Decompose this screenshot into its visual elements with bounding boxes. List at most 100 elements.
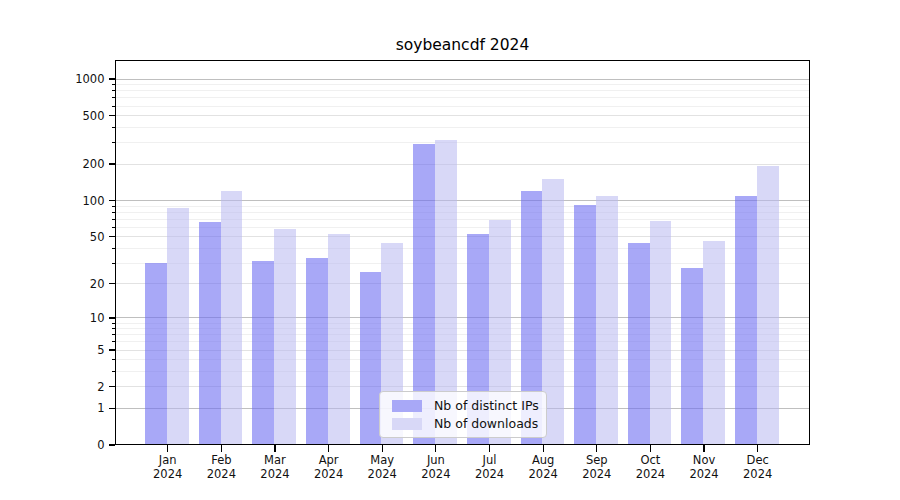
gridline-minor bbox=[115, 90, 810, 91]
gridline-minor bbox=[115, 127, 810, 128]
gridline-minor bbox=[115, 84, 810, 85]
x-tick-label-may: May2024 bbox=[352, 454, 412, 481]
y-tick-mark bbox=[109, 386, 116, 387]
y-tick-label: 200 bbox=[45, 158, 105, 170]
x-tick-year: 2024 bbox=[191, 468, 251, 482]
y-tick-label: 2 bbox=[45, 381, 105, 393]
y-minor-tick-mark bbox=[112, 219, 116, 220]
gridline bbox=[115, 79, 810, 80]
y-tick-label: 100 bbox=[45, 195, 105, 207]
y-tick-label: 20 bbox=[45, 278, 105, 290]
y-minor-tick-mark bbox=[112, 328, 116, 329]
x-tick-mark bbox=[650, 445, 651, 452]
y-minor-tick-mark bbox=[112, 359, 116, 360]
bar-nb-of-distinct-ips-mar bbox=[252, 261, 274, 445]
gridline-minor bbox=[115, 219, 810, 220]
y-minor-tick-mark bbox=[112, 127, 116, 128]
gridline bbox=[115, 115, 810, 116]
gridline-minor bbox=[115, 206, 810, 207]
y-tick-mark bbox=[109, 444, 116, 445]
bar-nb-of-distinct-ips-oct bbox=[628, 243, 650, 445]
x-tick-month: May bbox=[352, 454, 412, 468]
x-tick-mark bbox=[489, 445, 490, 452]
bar-nb-of-downloads-mar bbox=[274, 229, 296, 445]
legend-swatch-downloads bbox=[392, 418, 422, 430]
x-tick-label-mar: Mar2024 bbox=[245, 454, 305, 481]
bar-nb-of-downloads-feb bbox=[221, 191, 243, 445]
x-tick-mark bbox=[543, 445, 544, 452]
x-tick-label-dec: Dec2024 bbox=[728, 454, 788, 481]
bar-nb-of-downloads-sep bbox=[596, 196, 618, 445]
y-minor-tick-mark bbox=[112, 90, 116, 91]
legend-swatch-distinct-ips bbox=[392, 400, 422, 412]
bar-nb-of-downloads-oct bbox=[650, 221, 672, 445]
gridline bbox=[115, 200, 810, 201]
chart-title: soybeancdf 2024 bbox=[115, 36, 810, 54]
y-tick-mark bbox=[109, 283, 116, 284]
x-tick-year: 2024 bbox=[513, 468, 573, 482]
bar-nb-of-downloads-dec bbox=[757, 166, 779, 445]
x-tick-month: Feb bbox=[191, 454, 251, 468]
y-minor-tick-mark bbox=[112, 334, 116, 335]
bar-nb-of-distinct-ips-feb bbox=[199, 222, 221, 445]
y-minor-tick-mark bbox=[112, 341, 116, 342]
x-tick-month: Apr bbox=[299, 454, 359, 468]
figure: soybeancdf 2024 Nb of distinct IPs Nb of… bbox=[0, 0, 900, 500]
x-tick-year: 2024 bbox=[674, 468, 734, 482]
y-tick-mark bbox=[109, 236, 116, 237]
x-tick-mark bbox=[703, 445, 704, 452]
y-tick-label: 500 bbox=[45, 110, 105, 122]
bar-nb-of-distinct-ips-apr bbox=[306, 258, 328, 445]
x-tick-year: 2024 bbox=[620, 468, 680, 482]
x-tick-year: 2024 bbox=[299, 468, 359, 482]
x-tick-month: Oct bbox=[620, 454, 680, 468]
bar-nb-of-downloads-nov bbox=[703, 241, 725, 445]
gridline-minor bbox=[115, 97, 810, 98]
x-tick-month: Mar bbox=[245, 454, 305, 468]
y-tick-label: 0 bbox=[45, 439, 105, 451]
x-tick-label-apr: Apr2024 bbox=[299, 454, 359, 481]
x-tick-month: Nov bbox=[674, 454, 734, 468]
x-tick-mark bbox=[221, 445, 222, 452]
x-tick-label-sep: Sep2024 bbox=[567, 454, 627, 481]
y-tick-mark bbox=[109, 78, 116, 79]
y-minor-tick-mark bbox=[112, 142, 116, 143]
y-tick-mark bbox=[109, 349, 116, 350]
y-tick-label: 1000 bbox=[45, 73, 105, 85]
x-tick-mark bbox=[757, 445, 758, 452]
y-tick-mark bbox=[109, 317, 116, 318]
bar-nb-of-downloads-jan bbox=[167, 208, 189, 445]
x-tick-month: Jun bbox=[406, 454, 466, 468]
x-tick-label-jan: Jan2024 bbox=[138, 454, 198, 481]
y-minor-tick-mark bbox=[112, 206, 116, 207]
y-tick-label: 1 bbox=[45, 402, 105, 414]
x-tick-year: 2024 bbox=[245, 468, 305, 482]
x-tick-label-nov: Nov2024 bbox=[674, 454, 734, 481]
gridline-minor bbox=[115, 142, 810, 143]
x-tick-mark bbox=[167, 445, 168, 452]
x-tick-mark bbox=[596, 445, 597, 452]
y-minor-tick-mark bbox=[112, 263, 116, 264]
gridline bbox=[115, 164, 810, 165]
y-minor-tick-mark bbox=[112, 97, 116, 98]
y-tick-mark bbox=[109, 163, 116, 164]
y-tick-label: 5 bbox=[45, 344, 105, 356]
x-tick-month: Aug bbox=[513, 454, 573, 468]
plot-area: Nb of distinct IPs Nb of downloads bbox=[115, 60, 810, 445]
x-tick-year: 2024 bbox=[352, 468, 412, 482]
x-tick-year: 2024 bbox=[728, 468, 788, 482]
x-tick-mark bbox=[328, 445, 329, 452]
y-tick-label: 10 bbox=[45, 312, 105, 324]
x-tick-month: Jul bbox=[460, 454, 520, 468]
bar-nb-of-distinct-ips-nov bbox=[681, 268, 703, 445]
y-minor-tick-mark bbox=[112, 227, 116, 228]
x-tick-year: 2024 bbox=[406, 468, 466, 482]
x-tick-year: 2024 bbox=[460, 468, 520, 482]
legend: Nb of distinct IPs Nb of downloads bbox=[379, 391, 547, 438]
bar-nb-of-downloads-apr bbox=[328, 234, 350, 445]
y-tick-label: 50 bbox=[45, 231, 105, 243]
y-tick-mark bbox=[109, 115, 116, 116]
y-tick-mark bbox=[109, 200, 116, 201]
bar-nb-of-distinct-ips-dec bbox=[735, 196, 757, 445]
bar-nb-of-distinct-ips-sep bbox=[574, 205, 596, 445]
